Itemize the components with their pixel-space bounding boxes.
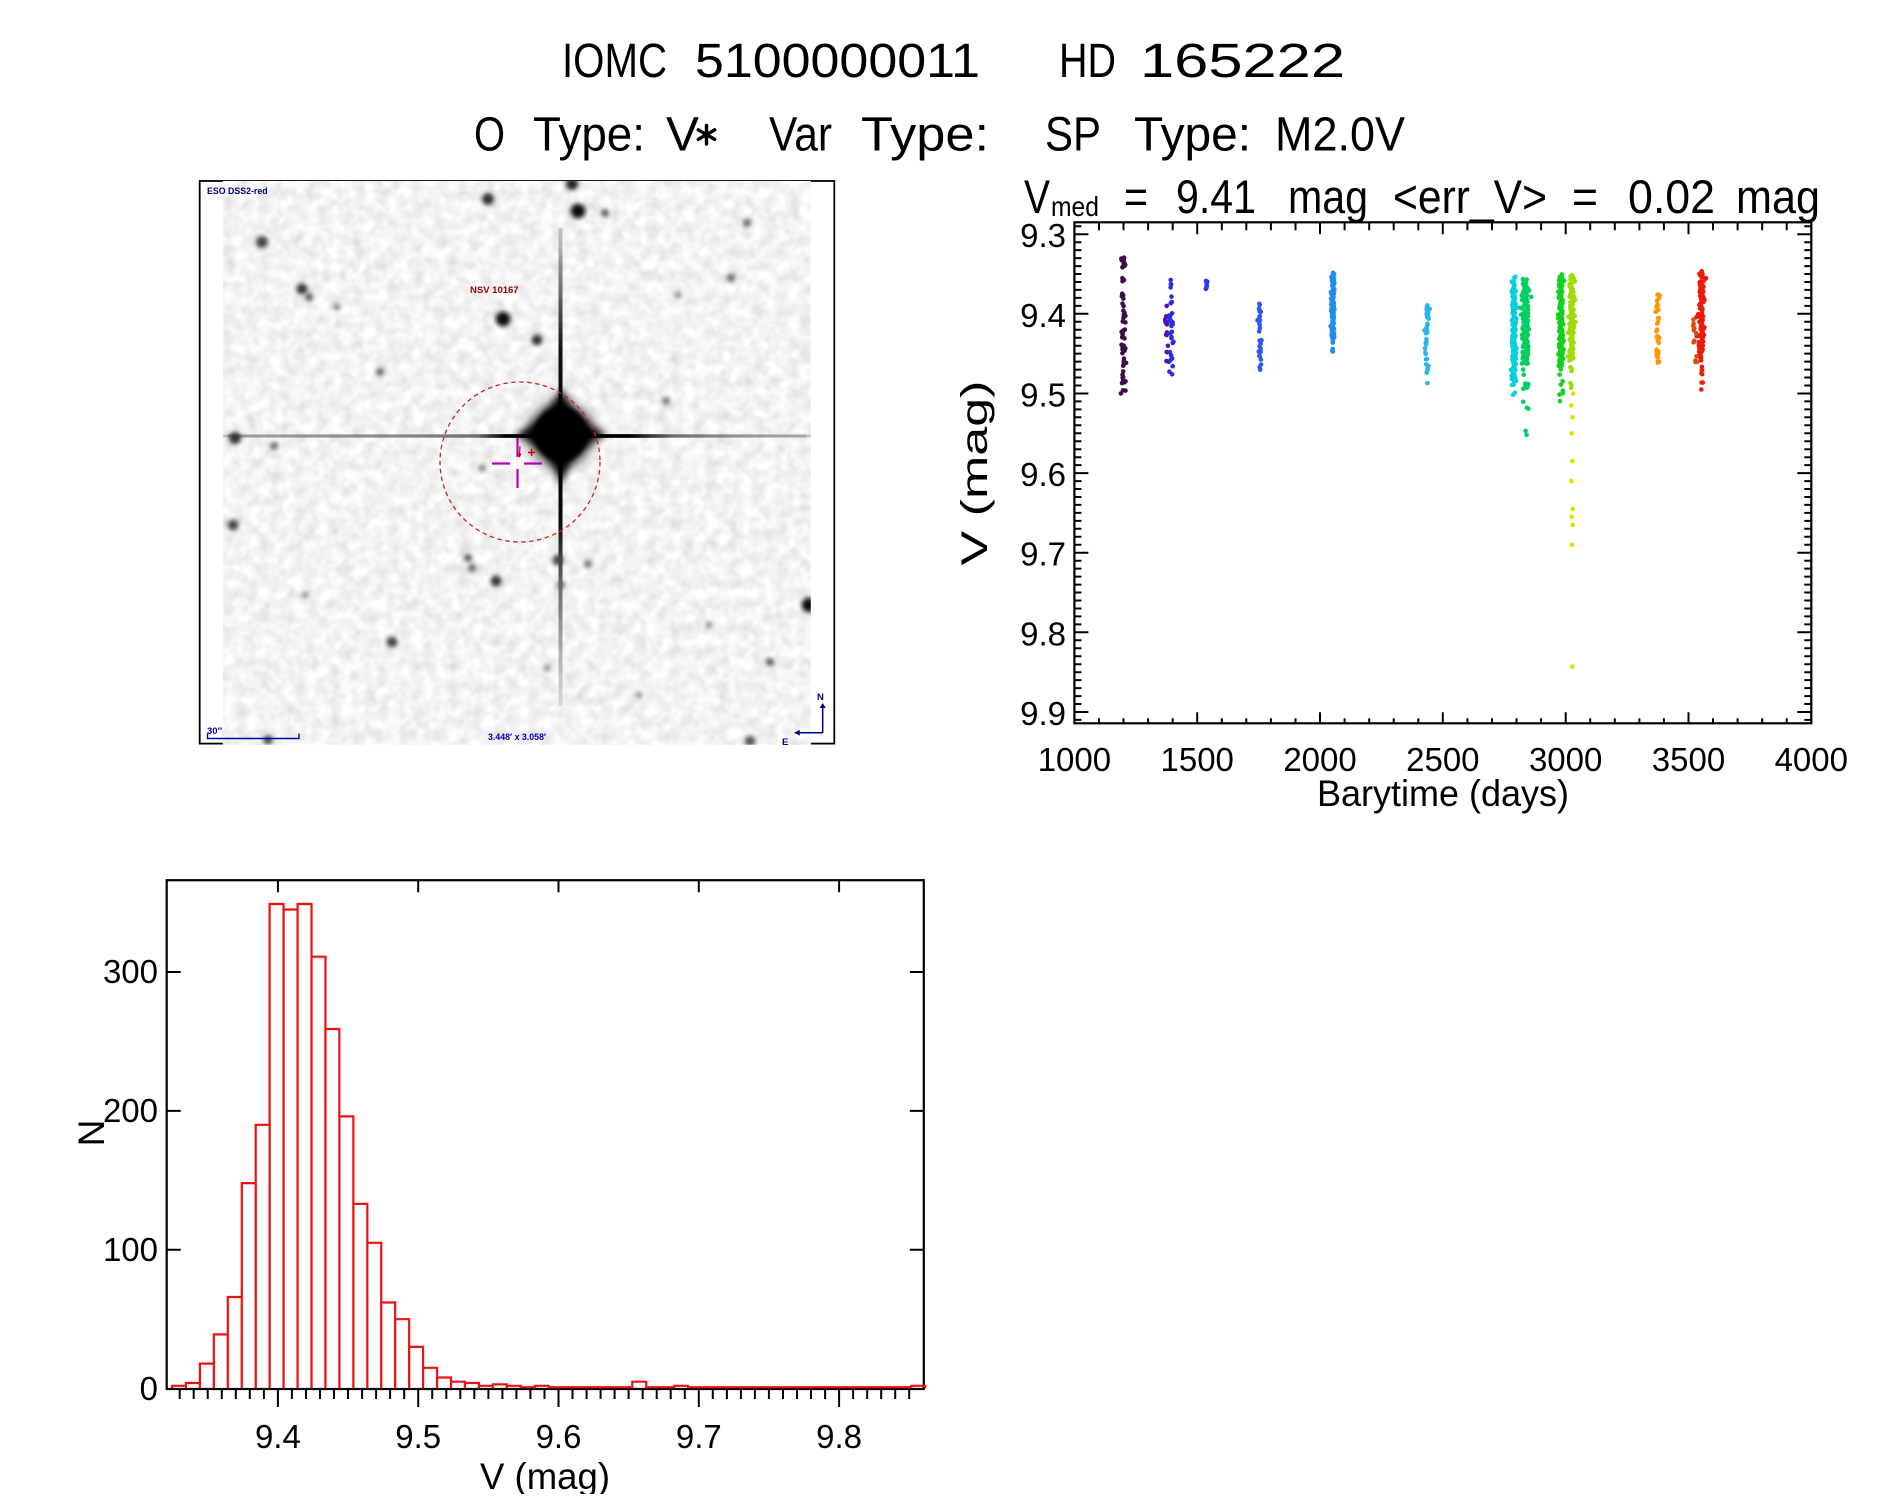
svg-text:2500: 2500	[1406, 741, 1479, 778]
svg-text:med: med	[1051, 191, 1099, 222]
svg-text:3000: 3000	[1529, 741, 1602, 778]
svg-text:5100000011: 5100000011	[695, 35, 980, 88]
svg-text:mag: mag	[1288, 170, 1368, 223]
svg-text:9.6: 9.6	[536, 1418, 582, 1455]
svg-text:<err_V>: <err_V>	[1393, 170, 1547, 223]
svg-text:9.6: 9.6	[1020, 456, 1066, 493]
svg-text:IOMC: IOMC	[562, 35, 667, 88]
svg-text:4000: 4000	[1775, 741, 1848, 778]
svg-text:1500: 1500	[1161, 741, 1234, 778]
svg-text:0: 0	[140, 1370, 158, 1407]
svg-text:30″: 30″	[207, 726, 223, 737]
svg-text:0.02: 0.02	[1628, 170, 1715, 223]
svg-text:NSV 10167: NSV 10167	[470, 285, 519, 296]
svg-text:9.4: 9.4	[1020, 297, 1066, 334]
svg-text:N: N	[817, 692, 824, 703]
svg-text:M2.0V: M2.0V	[1275, 109, 1405, 162]
svg-text:165222: 165222	[1140, 35, 1345, 88]
svg-text:HD: HD	[1059, 35, 1116, 88]
svg-text:9.7: 9.7	[676, 1418, 722, 1455]
svg-text:200: 200	[103, 1092, 158, 1129]
svg-text:3500: 3500	[1652, 741, 1725, 778]
svg-text:100: 100	[103, 1231, 158, 1268]
svg-text:Barytime (days): Barytime (days)	[1317, 773, 1569, 814]
svg-text:3.448′ x 3.058′: 3.448′ x 3.058′	[488, 732, 546, 742]
svg-text:V: V	[1024, 170, 1051, 223]
svg-text:9.5: 9.5	[1020, 376, 1066, 413]
svg-text:9.4: 9.4	[255, 1418, 301, 1455]
svg-text:ESO DSS2-red: ESO DSS2-red	[207, 186, 268, 196]
svg-text:9.8: 9.8	[1020, 615, 1066, 652]
svg-text:1000: 1000	[1038, 741, 1111, 778]
svg-text:9.7: 9.7	[1020, 536, 1066, 573]
svg-text:Type:: Type:	[533, 109, 645, 162]
svg-text:Type:: Type:	[861, 109, 989, 162]
svg-text:9.5: 9.5	[395, 1418, 441, 1455]
svg-text:Var: Var	[769, 109, 832, 162]
svg-text:9.8: 9.8	[816, 1418, 862, 1455]
svg-text:SP: SP	[1045, 109, 1101, 162]
svg-text:300: 300	[103, 953, 158, 990]
svg-text:9.3: 9.3	[1020, 217, 1066, 254]
svg-text:9.41: 9.41	[1176, 170, 1256, 223]
svg-text:V (mag): V (mag)	[954, 381, 995, 566]
svg-text:9.9: 9.9	[1020, 695, 1066, 732]
svg-text:2000: 2000	[1283, 741, 1356, 778]
svg-text:mag: mag	[1736, 170, 1820, 223]
svg-text:E: E	[782, 737, 788, 748]
svg-text:O: O	[474, 109, 505, 162]
svg-text:N: N	[71, 1120, 112, 1147]
svg-text:=: =	[1124, 170, 1148, 223]
svg-text:=: =	[1572, 170, 1598, 223]
svg-text:Type:: Type:	[1134, 109, 1251, 162]
svg-text:V (mag): V (mag)	[480, 1456, 610, 1494]
svg-text:V: V	[666, 109, 699, 162]
